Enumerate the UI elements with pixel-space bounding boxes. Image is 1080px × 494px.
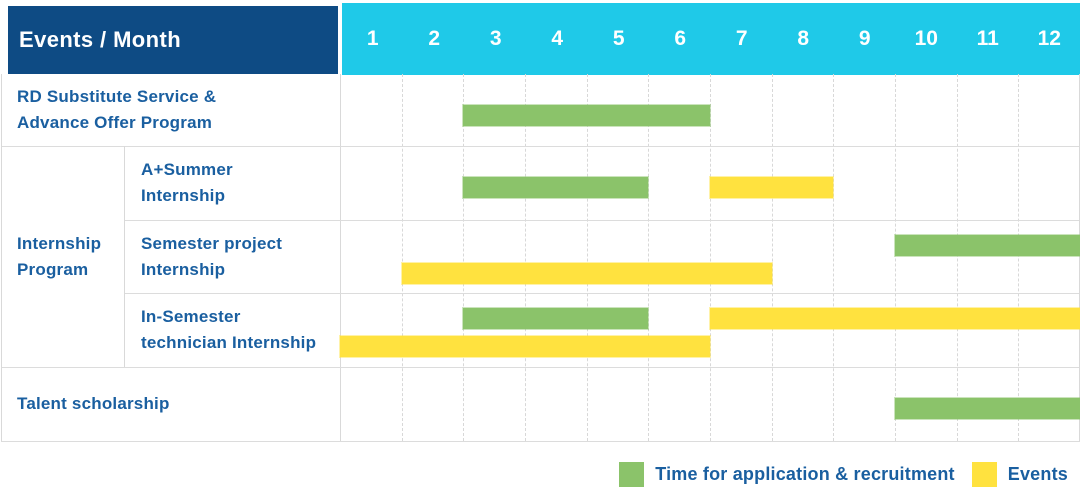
label-line: Semester project: [141, 233, 283, 253]
grid-line-vertical: [463, 74, 465, 441]
month-header-8: 8: [797, 27, 810, 50]
grid-line-vertical: [525, 74, 526, 441]
grid-line-vertical: [648, 74, 650, 441]
month-header-2: 2: [428, 27, 441, 50]
month-header-10: 10: [914, 27, 938, 50]
label-line: Internship: [141, 186, 226, 205]
legend-label-events: Events: [1007, 463, 1068, 484]
grid-line-vertical: [340, 74, 341, 441]
legend-item-events: Events: [971, 461, 1068, 487]
label-line: In-Semester: [141, 307, 241, 326]
gantt-bar-recruitment: [463, 308, 649, 329]
label-line: Talent scholarship: [17, 394, 170, 413]
month-header-4: 4: [551, 27, 564, 50]
month-header-11: 11: [976, 27, 999, 50]
label-line: RD Substitute Service &: [17, 87, 217, 106]
label-line: Internship: [17, 233, 102, 253]
chart-title: Events / Month: [19, 27, 182, 52]
label-line: A+Summer: [141, 160, 233, 179]
grid-line-horizontal: [1, 367, 1080, 368]
grid-line-horizontal: [1, 146, 1080, 147]
table-left-border: [1, 74, 2, 441]
events-month-header-cell: Events / Month: [8, 6, 338, 74]
grid-line-horizontal: [124, 293, 1080, 294]
gantt-bar-event: [401, 263, 772, 284]
group-label-internship-program: Internship Program: [0, 146, 124, 367]
grid-line-vertical: [1018, 74, 1020, 441]
grid-line-vertical: [956, 74, 958, 441]
gantt-bar-recruitment: [895, 235, 1080, 256]
grid-line-vertical: [833, 74, 835, 441]
month-header-5: 5: [612, 27, 625, 50]
row-label-semester-project: Semester project Internship: [124, 220, 340, 293]
legend-label-recruitment: Time for application & recruitment: [655, 463, 955, 484]
grid-line-vertical: [710, 74, 711, 441]
grid-line-vertical: [771, 74, 773, 441]
month-header-6: 6: [674, 27, 687, 50]
month-header-9: 9: [858, 27, 871, 50]
label-line: technician Internship: [141, 333, 317, 352]
grid-line-vertical: [586, 74, 588, 441]
events-color-swatch-icon: [971, 461, 997, 487]
group-column-divider: [124, 146, 125, 367]
grid-line-horizontal: [124, 220, 1080, 221]
month-header-7: 7: [735, 27, 748, 50]
row-label-rd-substitute: RD Substitute Service & Advance Offer Pro…: [0, 74, 340, 146]
gantt-bar-recruitment: [463, 105, 710, 126]
gantt-bar-recruitment: [463, 177, 649, 198]
label-line: Internship: [141, 259, 226, 279]
label-line: Advance Offer Program: [17, 113, 213, 132]
row-label-a-plus-summer: A+Summer Internship: [124, 146, 340, 220]
gantt-bar-event: [710, 308, 1080, 329]
row-label-in-semester: In-Semester technician Internship: [124, 293, 340, 367]
gantt-bar-event: [340, 336, 710, 357]
grid-line-vertical: [895, 74, 896, 441]
label-line: Program: [17, 259, 89, 279]
gantt-bar-recruitment: [895, 398, 1080, 419]
recruitment-color-swatch-icon: [619, 461, 645, 487]
month-header-row: 1 2 3 4 5 6 7 8 9 10 11 12: [342, 3, 1080, 75]
month-header-12: 12: [1037, 27, 1061, 50]
month-header-1: 1: [366, 27, 379, 50]
month-header-3: 3: [489, 27, 502, 50]
legend-item-recruitment: Time for application & recruitment: [619, 461, 955, 487]
grid-line-vertical: [401, 74, 403, 441]
row-label-talent-scholarship: Talent scholarship: [0, 367, 340, 441]
grid-line-horizontal: [1, 441, 1080, 442]
gantt-bar-event: [710, 177, 834, 198]
legend: Time for application & recruitment Event…: [619, 459, 1068, 489]
